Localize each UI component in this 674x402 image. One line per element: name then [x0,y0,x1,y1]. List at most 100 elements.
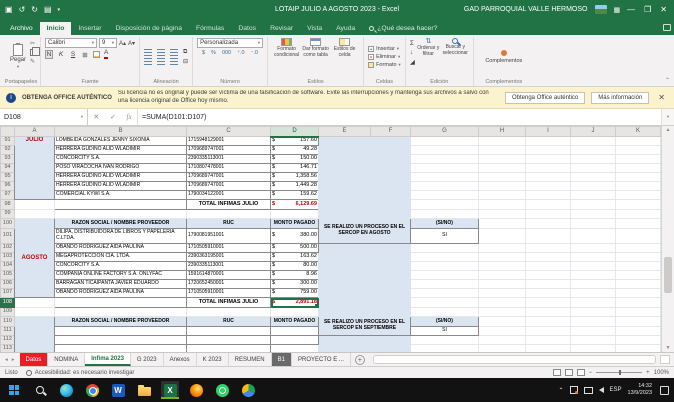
taskbar-firefox[interactable] [187,381,205,399]
cell-empty[interactable] [615,154,661,164]
cell-empty[interactable] [570,344,616,352]
cell-empty[interactable] [615,297,661,308]
cell-empty[interactable] [570,270,616,280]
cell-empty[interactable] [525,145,571,155]
increase-decimal-icon[interactable]: ⁺.0 [237,50,245,56]
cell-empty[interactable] [410,136,479,146]
format-painter-icon[interactable]: ✎ [30,59,36,65]
cell-empty[interactable] [570,228,616,244]
cell-empty[interactable] [570,218,616,229]
bold-button[interactable]: N [45,50,53,59]
delete-cells-button[interactable]: × Eliminar ▾ [368,54,401,61]
row-header-101[interactable]: 101 [0,228,15,244]
cell-header-monto[interactable]: MONTO PAGADO [270,316,319,327]
shrink-font-icon[interactable]: A▾ [128,40,136,47]
cell-provider-name[interactable]: COMERCIAL KYWI S.A. [54,190,187,200]
tab-formulas[interactable]: Fórmulas [195,25,225,32]
comma-icon[interactable]: 000 [221,50,232,56]
cell-empty[interactable] [615,136,661,146]
cell-empty[interactable] [615,326,661,336]
cell-empty[interactable] [525,199,571,210]
cell-provider-name[interactable]: COMPAÑIA ONLINE FACTORY S.A. ONLYFAC [54,270,187,280]
cell-header-ruc[interactable]: RUC [186,316,271,327]
cell-empty[interactable] [410,199,479,210]
cell-empty[interactable] [525,163,571,173]
col-header-I[interactable]: I [525,126,571,137]
cell-empty[interactable] [478,297,526,308]
cell-empty[interactable] [186,326,271,336]
cell-blue-band-ef-julio[interactable] [318,136,411,219]
cell-empty[interactable] [478,270,526,280]
cell-empty[interactable] [478,136,526,146]
comments-icon[interactable] [663,24,671,31]
cell-provider-name[interactable]: BARRAGAN TICAIPANTA JAVIER EDUARDO [54,279,187,289]
cell-empty[interactable] [525,335,571,345]
cell-header-razon-social[interactable]: RAZON SOCIAL / NOMBRE PROVEEDOR [54,316,187,327]
taskbar-clock[interactable]: 14:32 13/9/2023 [628,383,652,397]
cell-empty[interactable] [615,279,661,289]
cell-empty[interactable] [478,307,526,317]
col-header-K[interactable]: K [615,126,661,137]
cell-empty[interactable] [14,199,55,210]
cell-empty[interactable] [186,209,271,219]
insert-function-icon[interactable]: fx [126,113,132,121]
new-sheet-icon[interactable]: + [354,354,365,365]
cell-empty[interactable] [570,190,616,200]
account-avatar[interactable] [594,5,607,14]
conditional-formatting-button[interactable]: Formato condicional [272,38,301,76]
align-center-icon[interactable] [157,58,166,65]
cell-empty[interactable] [54,209,187,219]
cell-empty[interactable] [570,199,616,210]
cell-empty[interactable] [525,172,571,182]
cell-empty[interactable] [615,172,661,182]
normal-view-icon[interactable] [552,369,561,376]
cell-ruc[interactable]: 1720652450001 [186,279,271,289]
clear-icon[interactable]: ◢ [409,59,415,66]
number-format-select[interactable]: Personalizada ▾ [197,38,264,48]
row-header-92[interactable]: 92 [0,145,15,155]
cell-empty[interactable] [410,172,479,182]
cell-empty[interactable] [478,209,526,219]
cell-empty[interactable] [478,228,526,244]
taskbar-edge[interactable] [57,381,75,399]
col-header-F[interactable]: F [370,126,411,137]
cell-empty[interactable] [570,326,616,336]
col-header-H[interactable]: H [478,126,526,137]
cell-empty[interactable] [570,136,616,146]
cell-empty[interactable] [410,279,479,289]
sheet-tab-infima-2023[interactable]: Infima 2023 [85,353,131,366]
cell-empty[interactable] [615,218,661,229]
formula-input[interactable]: =SUMA(D101:D107) [138,109,661,125]
cell-empty[interactable] [186,307,271,317]
cell-provider-name[interactable]: HERRERA GUDIÑO ALID WLADIMIR [54,145,187,155]
align-top-icon[interactable] [144,49,153,56]
language-indicator[interactable]: ESP [609,387,622,393]
next-sheet-icon[interactable]: ▸ [11,356,15,363]
tray-display-icon[interactable] [583,386,593,394]
taskbar-chrome[interactable] [83,381,101,399]
cell-empty[interactable] [410,307,479,317]
cell-amount[interactable]: $80.00 [270,261,319,271]
tab-disposicion[interactable]: Disposición de página [115,25,182,32]
cell-total-julio-label[interactable]: TOTAL INFIMAS JULIO [186,199,271,210]
font-color-icon[interactable]: A [104,50,109,59]
cell-empty[interactable] [615,344,661,352]
cell-empty[interactable] [410,181,479,191]
cell-ruc[interactable]: 1790081951001 [186,228,271,244]
cell-provider-name[interactable]: OBANDO RODRIGUEZ AIDA PAULINA [54,243,187,253]
sheet-tab-k-2023[interactable]: K 2023 [197,353,229,366]
cell-amount[interactable]: $163.62 [270,252,319,262]
row-header-93[interactable]: 93 [0,154,15,164]
row-header-108[interactable]: 108 [0,297,15,308]
row-header-98[interactable]: 98 [0,199,15,210]
dismiss-warning-icon[interactable]: ✕ [658,93,665,102]
cell-amount[interactable]: $1,449.28 [270,181,319,191]
vertical-scroll-thumb[interactable] [664,257,672,294]
cell-header-ruc[interactable]: RUC [186,218,271,229]
cell-empty[interactable] [410,163,479,173]
row-header-111[interactable]: 111 [0,326,15,336]
cell-amount[interactable]: $150.00 [270,154,319,164]
cell-empty[interactable] [525,297,571,308]
cell-empty[interactable] [525,218,571,229]
cell-amount[interactable]: $1,358.56 [270,172,319,182]
